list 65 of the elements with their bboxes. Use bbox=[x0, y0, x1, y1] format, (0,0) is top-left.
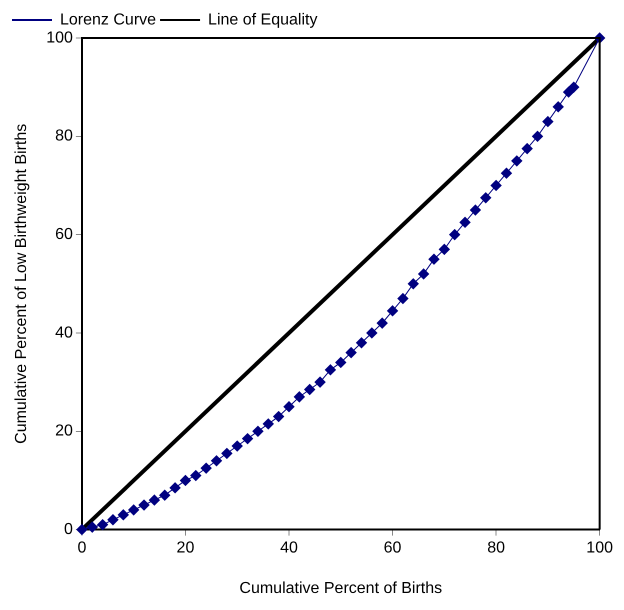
y-tick-label: 100 bbox=[46, 29, 73, 46]
point bbox=[118, 509, 129, 520]
point bbox=[408, 278, 419, 290]
point bbox=[97, 519, 108, 530]
y-axis-title: Cumulative Percent of Low Birthweight Births bbox=[13, 124, 30, 444]
legend-label: Lorenz Curve bbox=[60, 11, 156, 28]
x-tick-label: 100 bbox=[586, 540, 614, 557]
point bbox=[532, 130, 544, 142]
point bbox=[387, 305, 398, 316]
x-tick-label: 40 bbox=[280, 540, 298, 557]
point bbox=[221, 448, 232, 459]
point bbox=[138, 500, 150, 511]
point bbox=[170, 482, 181, 494]
point bbox=[159, 490, 170, 501]
point bbox=[86, 522, 98, 533]
point bbox=[211, 455, 222, 466]
x-tick-label: 20 bbox=[176, 540, 194, 557]
y-tick-label: 0 bbox=[64, 521, 73, 538]
point bbox=[252, 426, 264, 437]
point bbox=[397, 293, 408, 304]
point bbox=[128, 504, 140, 516]
point bbox=[366, 327, 378, 338]
point bbox=[490, 180, 502, 191]
legend-label: Line of Equality bbox=[208, 11, 318, 28]
x-tick-label: 80 bbox=[487, 540, 506, 557]
point bbox=[262, 418, 274, 430]
point bbox=[314, 376, 326, 388]
point bbox=[284, 401, 294, 412]
point bbox=[522, 143, 533, 154]
point bbox=[449, 229, 460, 240]
point bbox=[304, 384, 316, 395]
point bbox=[480, 192, 492, 204]
point bbox=[242, 433, 254, 444]
point bbox=[470, 204, 481, 216]
y-tick-label: 60 bbox=[55, 226, 73, 244]
point bbox=[335, 356, 346, 368]
point bbox=[190, 470, 202, 482]
point bbox=[232, 440, 243, 452]
point bbox=[200, 462, 212, 474]
point bbox=[552, 101, 564, 112]
point bbox=[500, 168, 512, 179]
point bbox=[324, 364, 336, 376]
point bbox=[460, 216, 471, 228]
y-tick-label: 20 bbox=[55, 422, 73, 440]
point bbox=[180, 474, 191, 486]
point bbox=[568, 82, 580, 93]
y-tick-label: 40 bbox=[55, 324, 73, 342]
point bbox=[107, 514, 118, 526]
point bbox=[418, 268, 430, 280]
point bbox=[76, 524, 88, 536]
point bbox=[356, 337, 367, 348]
point bbox=[148, 494, 160, 506]
point bbox=[563, 86, 574, 98]
y-tick-label: 80 bbox=[55, 128, 73, 145]
point bbox=[428, 254, 440, 265]
x-tick-label: 60 bbox=[384, 540, 402, 557]
x-tick-label: 0 bbox=[77, 540, 86, 557]
point bbox=[273, 411, 284, 422]
point bbox=[511, 155, 522, 166]
x-axis-title: Cumulative Percent of Births bbox=[239, 580, 442, 597]
point bbox=[294, 391, 305, 402]
point bbox=[346, 347, 357, 358]
point bbox=[438, 244, 450, 255]
point bbox=[376, 318, 388, 329]
point bbox=[542, 116, 554, 128]
